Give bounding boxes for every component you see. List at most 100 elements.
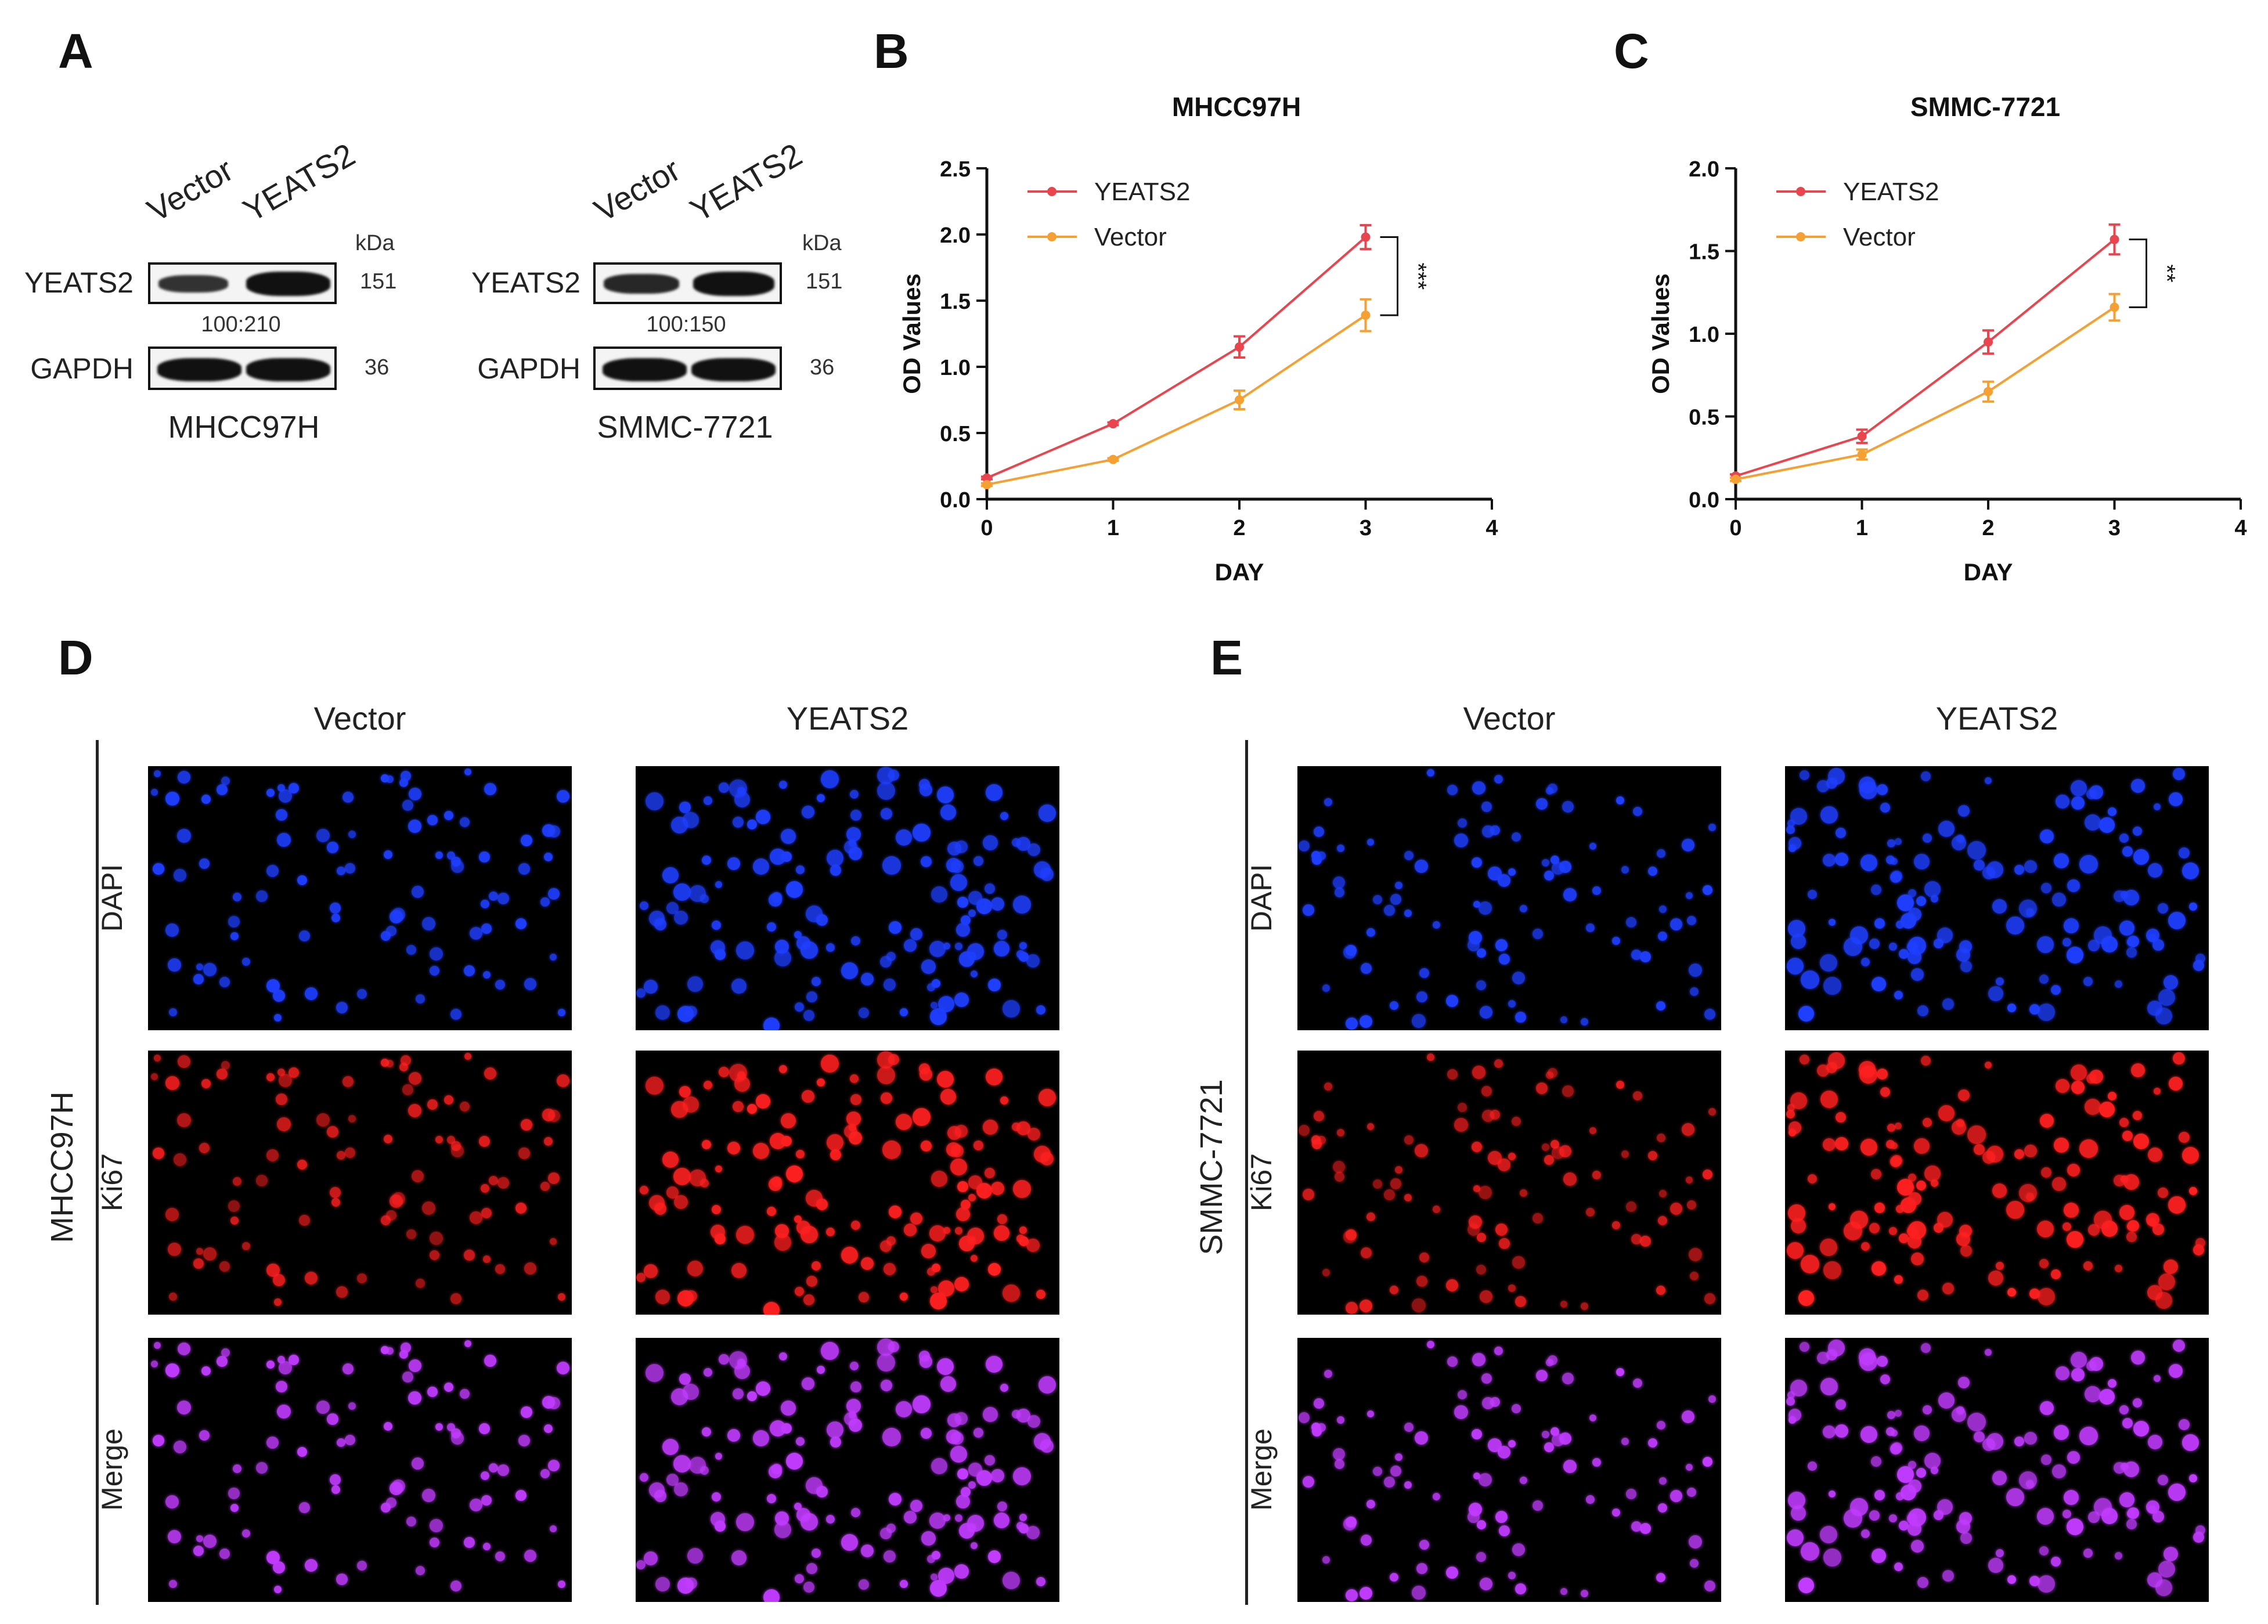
data-point bbox=[982, 473, 991, 483]
micrograph-dapi-vector bbox=[148, 766, 572, 1030]
lane-label-yeats2: YEATS2 bbox=[237, 136, 361, 229]
band-ratio: 100:150 bbox=[646, 312, 726, 337]
data-point bbox=[1984, 337, 1993, 347]
y-tick-label: 0.0 bbox=[940, 488, 971, 513]
column-header-yeats2: YEATS2 bbox=[1935, 700, 2058, 737]
micrograph-ki67-vector bbox=[148, 1051, 572, 1315]
blot-yeats2 bbox=[148, 262, 337, 304]
x-tick-label: 1 bbox=[1107, 516, 1119, 540]
series-line bbox=[1735, 238, 2115, 478]
chart-title: MHCC97H bbox=[1172, 92, 1301, 122]
y-tick-label: 1.0 bbox=[940, 356, 971, 380]
micrograph-dapi-yeats2 bbox=[1785, 766, 2209, 1030]
significance-label: *** bbox=[1405, 262, 1431, 290]
series-vector bbox=[1730, 293, 2121, 484]
kda-value: 151 bbox=[360, 269, 397, 294]
micrograph-merge-yeats2 bbox=[1785, 1338, 2209, 1602]
y-tick-label: 0.5 bbox=[1689, 406, 1719, 430]
micrograph-ki67-yeats2 bbox=[636, 1051, 1059, 1315]
column-header-vector: Vector bbox=[1463, 700, 1556, 737]
x-tick-label: 3 bbox=[2108, 516, 2121, 540]
legend-label: YEATS2 bbox=[1843, 178, 1939, 206]
column-header-yeats2: YEATS2 bbox=[786, 700, 909, 737]
data-point bbox=[1108, 454, 1118, 464]
series-vector bbox=[981, 298, 1372, 489]
series-line bbox=[1735, 306, 2115, 481]
row-label-yeats2: YEATS2 bbox=[471, 266, 580, 299]
group-divider bbox=[1245, 740, 1248, 1605]
x-axis-label: DAY bbox=[1964, 558, 2013, 586]
kda-value: 151 bbox=[806, 269, 843, 294]
micrograph-ki67-vector bbox=[1297, 1051, 1721, 1315]
data-point bbox=[1984, 387, 1993, 396]
kda-value: 36 bbox=[810, 355, 835, 380]
row-label-merge: Merge bbox=[1245, 1428, 1278, 1511]
legend-label: Vector bbox=[1094, 223, 1167, 251]
micrograph-dapi-yeats2 bbox=[636, 766, 1059, 1030]
lane-label-vector: Vector bbox=[141, 151, 239, 229]
data-point bbox=[982, 479, 991, 489]
x-tick-label: 4 bbox=[1485, 516, 1498, 540]
panel-letter-e: E bbox=[1210, 630, 1243, 685]
micrograph-merge-vector bbox=[1297, 1338, 1721, 1602]
column-header-vector: Vector bbox=[313, 700, 406, 737]
micrograph-merge-vector bbox=[148, 1338, 572, 1602]
y-tick-label: 2.5 bbox=[940, 157, 971, 182]
data-point bbox=[1235, 342, 1244, 352]
data-point bbox=[1235, 395, 1244, 405]
panel-letter-c: C bbox=[1614, 24, 1649, 78]
x-tick-label: 1 bbox=[1856, 516, 1868, 540]
kda-label: kDa bbox=[355, 231, 395, 255]
panel-letter-a: A bbox=[58, 24, 93, 78]
group-cell-line-label: MHCC97H bbox=[45, 1091, 80, 1243]
micrograph-merge-yeats2 bbox=[636, 1338, 1059, 1602]
significance-bracket bbox=[2129, 239, 2147, 308]
y-tick-label: 0.0 bbox=[1689, 488, 1719, 513]
data-point bbox=[1731, 474, 1740, 484]
y-tick-label: 2.0 bbox=[940, 223, 971, 248]
legend-marker bbox=[1796, 232, 1805, 241]
series-line bbox=[986, 236, 1366, 479]
row-label-merge: Merge bbox=[96, 1428, 128, 1511]
micrograph-ki67-yeats2 bbox=[1785, 1051, 2209, 1315]
legend-label: Vector bbox=[1843, 223, 1916, 251]
kda-label: kDa bbox=[802, 231, 842, 255]
x-tick-label: 2 bbox=[1982, 516, 1994, 540]
x-axis-label: DAY bbox=[1215, 558, 1264, 586]
series-yeats2 bbox=[1730, 223, 2121, 481]
data-point bbox=[1361, 311, 1371, 320]
blot-cell-line: MHCC97H bbox=[168, 410, 320, 445]
x-tick-label: 0 bbox=[1729, 516, 1741, 540]
band-ratio: 100:210 bbox=[201, 312, 281, 337]
data-point bbox=[1361, 232, 1371, 242]
y-tick-label: 2.0 bbox=[1689, 157, 1719, 182]
group-divider bbox=[96, 740, 99, 1605]
y-tick-label: 0.5 bbox=[940, 422, 971, 446]
group-cell-line-label: SMMC-7721 bbox=[1194, 1079, 1229, 1255]
data-point bbox=[2110, 302, 2119, 312]
row-label-gapdh: GAPDH bbox=[477, 352, 580, 385]
blot-gapdh bbox=[593, 347, 782, 390]
y-tick-label: 1.0 bbox=[1689, 323, 1719, 347]
legend-marker bbox=[1047, 187, 1057, 196]
micrograph-dapi-vector bbox=[1297, 766, 1721, 1030]
panel-letter-d: D bbox=[58, 630, 93, 685]
x-tick-label: 3 bbox=[1360, 516, 1372, 540]
legend-marker bbox=[1796, 187, 1805, 196]
panel-letter-b: B bbox=[874, 24, 909, 78]
series-yeats2 bbox=[981, 224, 1372, 483]
significance-bracket bbox=[1380, 236, 1398, 316]
blot-cell-line: SMMC-7721 bbox=[597, 410, 773, 445]
y-tick-label: 1.5 bbox=[940, 290, 971, 314]
x-tick-label: 0 bbox=[980, 516, 993, 540]
lane-label-vector: Vector bbox=[588, 151, 686, 229]
row-label-yeats2: YEATS2 bbox=[24, 266, 134, 299]
blot-gapdh bbox=[148, 347, 337, 390]
row-label-ki67: Ki67 bbox=[1245, 1153, 1278, 1211]
significance-label: ** bbox=[2154, 264, 2180, 282]
y-axis-label: OD Values bbox=[898, 273, 925, 394]
legend-label: YEATS2 bbox=[1094, 178, 1190, 206]
x-tick-label: 2 bbox=[1233, 516, 1245, 540]
y-tick-label: 1.5 bbox=[1689, 240, 1719, 265]
growth-chart-smmc7721: SMMC-7721 0.0 0.5 1.0 1.5 2.0 0 1 2 3 4 DAY OD Value… bbox=[1647, 92, 2247, 586]
